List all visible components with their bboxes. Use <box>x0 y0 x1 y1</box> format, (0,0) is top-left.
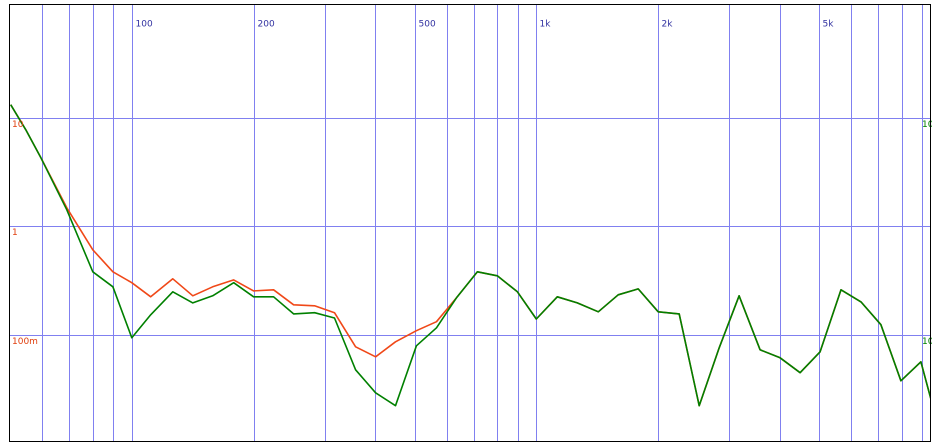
y-tick-label: 10 <box>12 120 24 130</box>
series-line <box>10 104 930 407</box>
y-tick-label: 1 <box>12 228 18 238</box>
y-tick-label: 100m <box>12 337 38 347</box>
x-tick-label: 100 <box>136 20 153 30</box>
series-line <box>10 104 930 407</box>
x-tick-label: 1k <box>540 20 552 30</box>
labels: 100 200 500 1k 2k 5k 10 1 100m 10 100m <box>12 20 932 348</box>
y2-tick-label: 100m <box>922 337 932 347</box>
grid <box>10 4 930 441</box>
x-tick-label: 5k <box>823 20 835 30</box>
plot-frame <box>9 4 931 442</box>
x-tick-label: 2k <box>662 20 674 30</box>
y2-tick-label: 10 <box>922 120 932 130</box>
plot-lines <box>10 104 930 407</box>
x-tick-label: 200 <box>258 20 275 30</box>
x-tick-label: 500 <box>419 20 436 30</box>
